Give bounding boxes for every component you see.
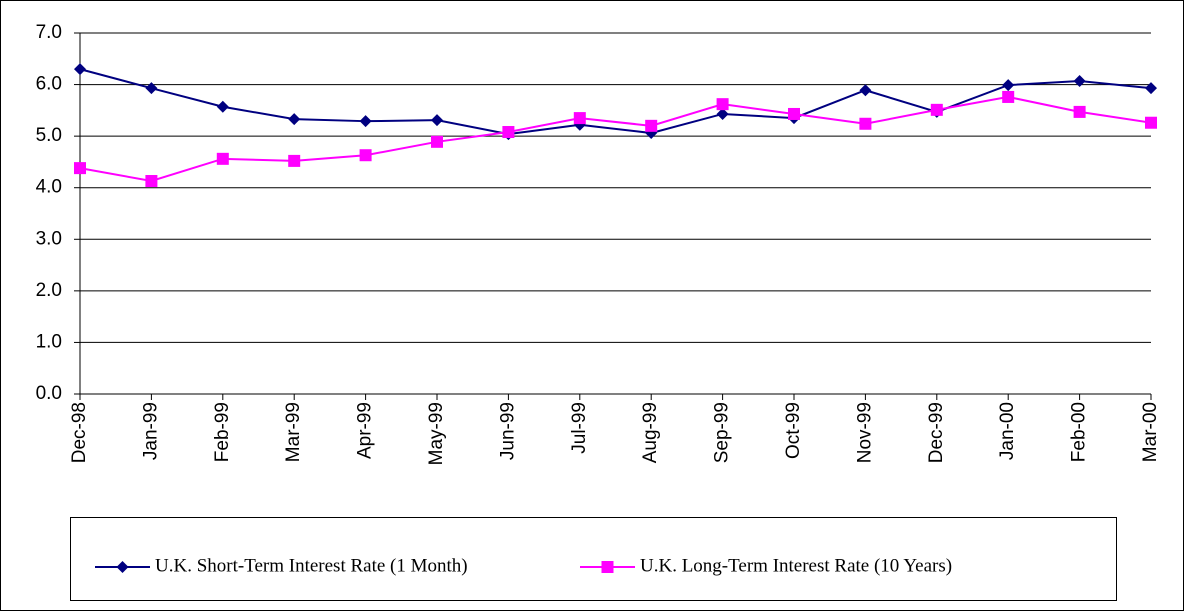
marker <box>930 103 943 116</box>
marker <box>145 82 158 95</box>
marker <box>1002 79 1015 92</box>
marker <box>1073 74 1086 87</box>
marker <box>1145 116 1157 129</box>
marker <box>1073 105 1086 118</box>
x-tick-label: May-99 <box>426 402 447 465</box>
marker <box>145 175 158 188</box>
legend-label: U.K. Long-Term Interest Rate (10 Years) <box>640 555 952 576</box>
y-tick-label: 0.0 <box>36 383 62 404</box>
x-tick-label: Jul-99 <box>569 402 590 454</box>
y-tick-label: 4.0 <box>36 177 62 198</box>
series-line <box>79 95 1152 183</box>
x-tick-label: Dec-99 <box>926 402 947 463</box>
marker <box>74 162 86 175</box>
marker <box>359 115 372 128</box>
marker <box>216 100 229 113</box>
x-tick-label: Mar-99 <box>283 402 304 462</box>
legend-marker <box>601 561 614 573</box>
marker <box>1145 82 1157 95</box>
y-tick-label: 3.0 <box>36 228 62 249</box>
y-tick-label: 7.0 <box>36 22 62 43</box>
marker <box>431 114 443 127</box>
legend-label: U.K. Short-Term Interest Rate (1 Month) <box>155 555 468 576</box>
marker <box>1002 90 1015 103</box>
marker <box>859 117 872 130</box>
x-tick-label: Dec-98 <box>69 402 90 463</box>
x-tick-label: Jan-00 <box>997 402 1018 460</box>
marker <box>216 152 229 165</box>
x-tick-label: Jan-99 <box>140 402 161 460</box>
x-tick-label: Mar-00 <box>1140 402 1161 462</box>
marker <box>573 112 586 125</box>
marker <box>288 113 301 126</box>
marker <box>645 119 658 132</box>
x-tick-label: Jun-99 <box>497 402 518 460</box>
legend-marker <box>116 561 129 573</box>
y-tick-label: 6.0 <box>36 74 62 95</box>
marker <box>288 154 301 167</box>
marker <box>716 107 729 120</box>
marker <box>788 107 800 120</box>
marker <box>74 63 86 76</box>
marker <box>431 135 443 148</box>
x-tick-label: Aug-99 <box>640 402 661 463</box>
y-tick-label: 5.0 <box>36 125 62 146</box>
marker <box>502 126 515 139</box>
x-tick-label: Feb-00 <box>1069 402 1090 462</box>
x-tick-label: Nov-99 <box>854 402 875 463</box>
x-tick-label: Oct-99 <box>783 402 804 459</box>
x-tick-label: Feb-99 <box>212 402 233 462</box>
series-line <box>79 68 1152 136</box>
legend-box <box>70 517 1117 601</box>
y-tick-label: 2.0 <box>36 280 62 301</box>
x-tick-label: Sep-99 <box>712 402 733 463</box>
marker <box>716 98 729 111</box>
marker <box>359 149 372 162</box>
x-tick-label: Apr-99 <box>355 402 376 459</box>
y-tick-label: 1.0 <box>36 331 62 352</box>
marker <box>859 84 872 97</box>
